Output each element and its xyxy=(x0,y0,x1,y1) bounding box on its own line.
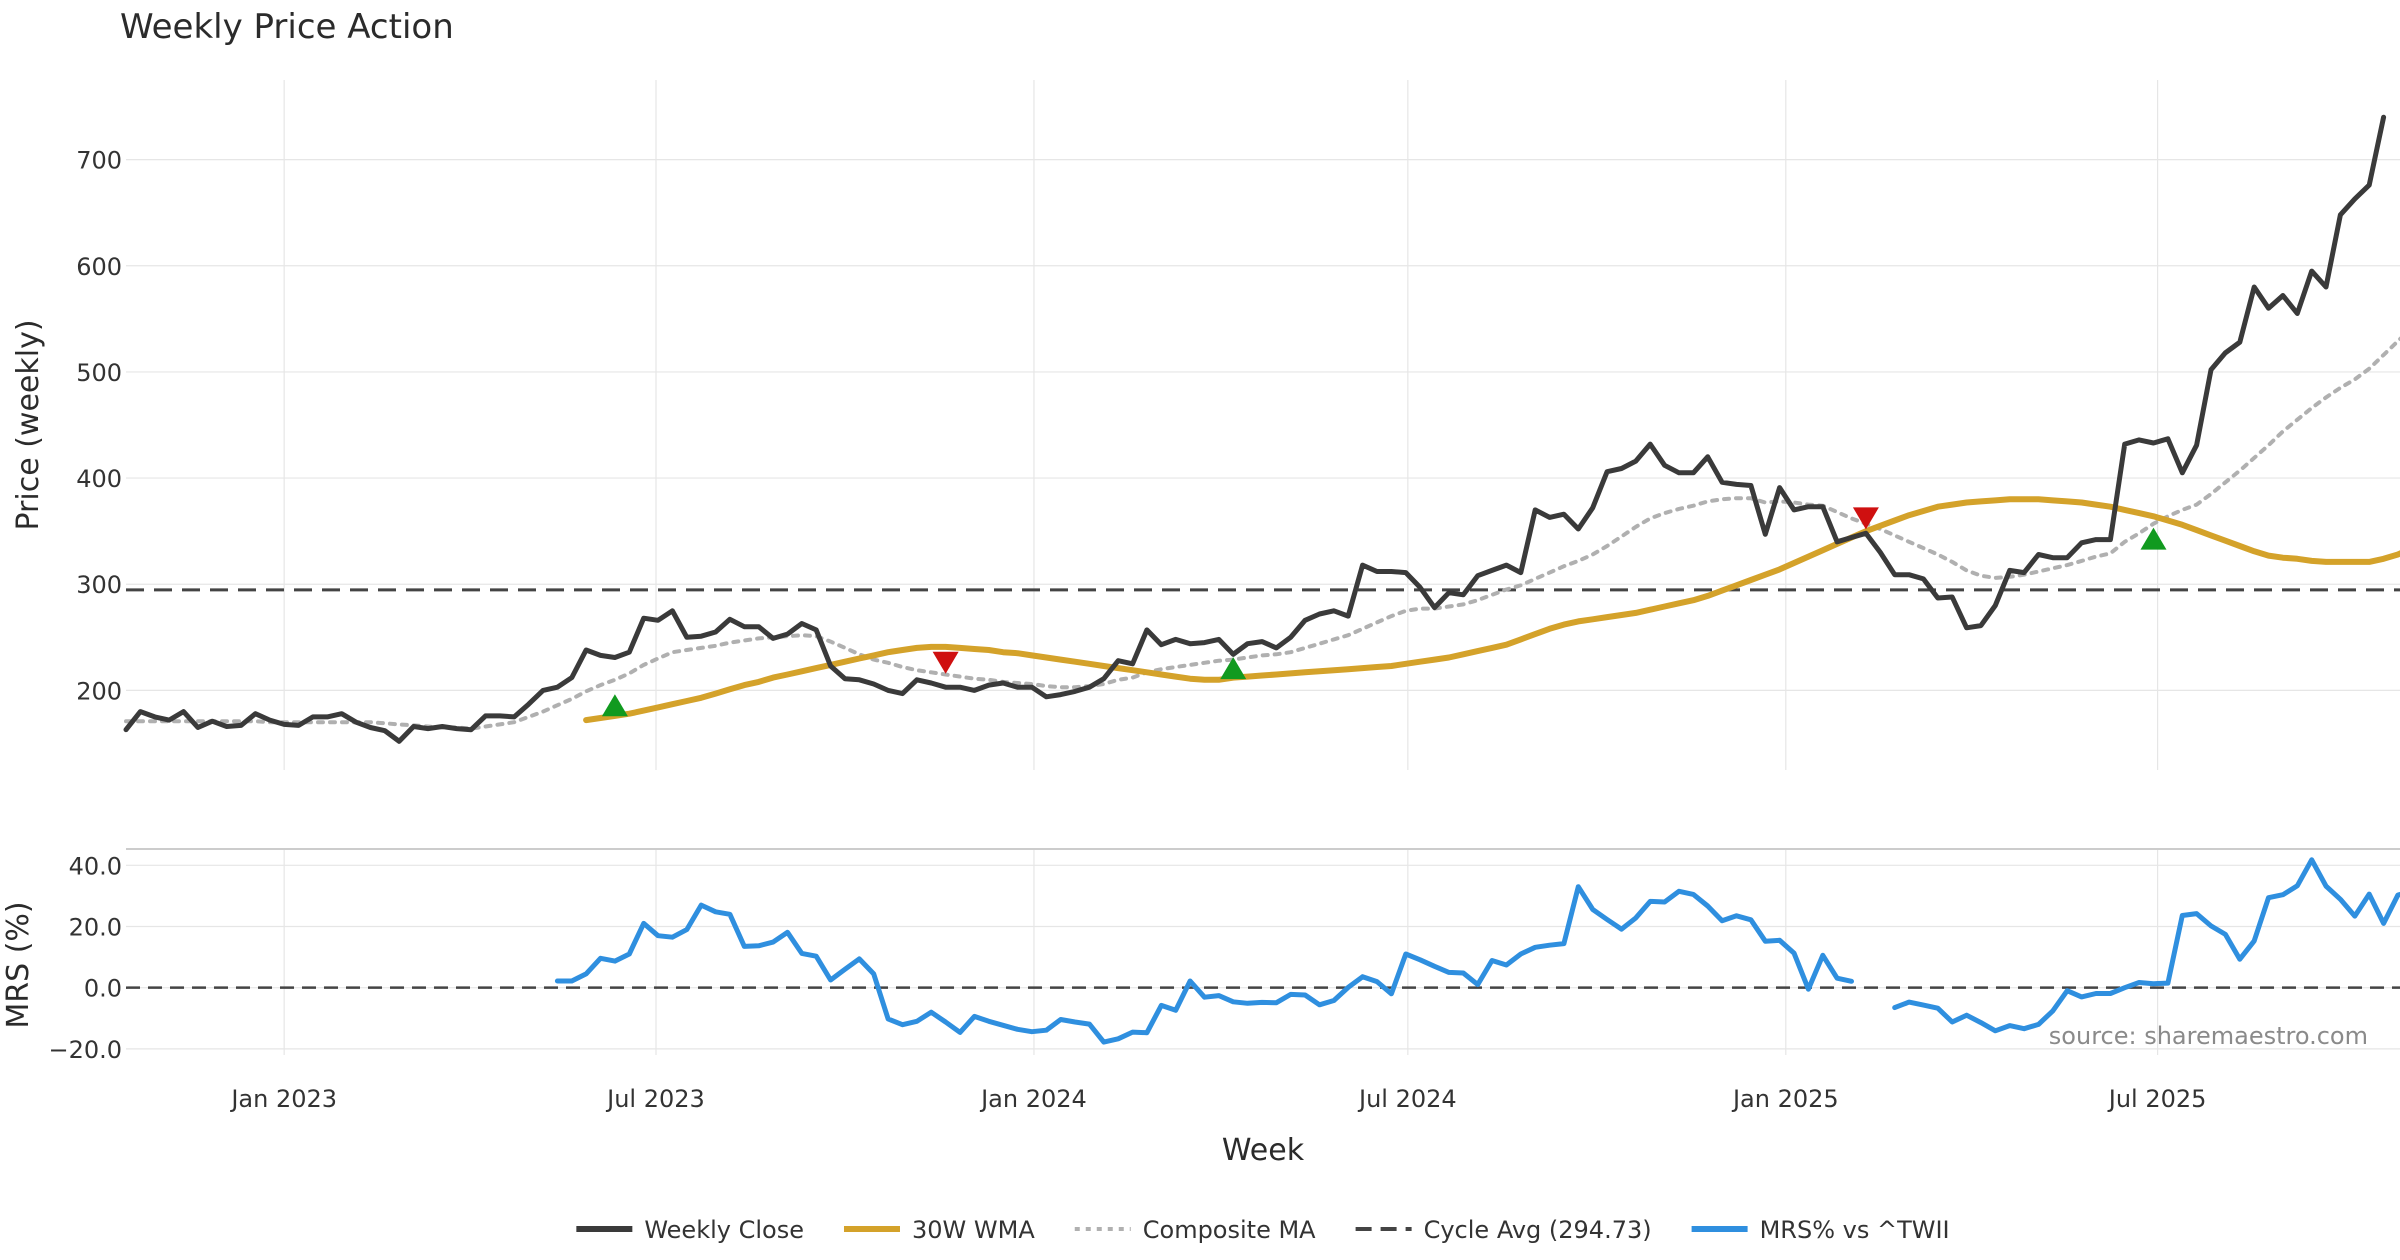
chart-title: Weekly Price Action xyxy=(120,7,454,47)
x-axis-title: Week xyxy=(1222,1133,1305,1168)
price-gridlines xyxy=(126,80,2400,770)
signal-markers xyxy=(601,507,2167,717)
x-tick-label: Jul 2025 xyxy=(2107,1085,2207,1113)
price-y-tick-label: 500 xyxy=(76,359,122,387)
x-ticks: Jan 2023 Jul 2023 Jan 2024 Jul 2024 Jan 2025… xyxy=(229,1085,2206,1113)
mrs-y-tick-label: 0.0 xyxy=(84,975,122,1003)
legend: Weekly Close 30W WMA Composite MA Cycle Avg… xyxy=(576,1216,1950,1244)
mrs-gridlines xyxy=(126,850,2400,1055)
buy-signal-marker xyxy=(1220,657,1247,680)
mrs-line-segment xyxy=(554,884,1854,1045)
price-y-tick-label: 200 xyxy=(76,677,122,705)
sell-signal-marker xyxy=(932,651,959,674)
mrs-series xyxy=(126,857,2400,1045)
mrs-y-tick-label: 40.0 xyxy=(69,852,122,880)
buy-signal-marker xyxy=(2140,527,2167,550)
price-y-tick-label: 300 xyxy=(76,571,122,599)
mrs-line-segment xyxy=(1892,857,2400,1034)
price-series xyxy=(123,114,2400,744)
price-y-tick-label: 600 xyxy=(76,253,122,281)
mrs-y-tick-label: −20.0 xyxy=(48,1036,122,1064)
sell-signal-marker xyxy=(1852,507,1879,530)
price-axis-title: Price (weekly) xyxy=(11,319,46,530)
price-y-tick-label: 700 xyxy=(76,147,122,175)
legend-label: Weekly Close xyxy=(644,1216,804,1244)
x-tick-label: Jul 2024 xyxy=(1357,1085,1457,1113)
x-tick-label: Jan 2025 xyxy=(1731,1085,1839,1113)
buy-signal-marker xyxy=(601,694,628,717)
wma-30w-line xyxy=(583,496,2400,724)
price-y-ticks: 200 300 400 500 600 700 xyxy=(76,147,122,706)
mrs-y-tick-label: 20.0 xyxy=(69,913,122,941)
source-note: source: sharemaestro.com xyxy=(2049,1022,2368,1050)
mrs-axis-title: MRS (%) xyxy=(1,901,36,1028)
composite-ma-line xyxy=(124,336,2400,731)
weekly-close-line xyxy=(123,114,2387,744)
x-tick-label: Jan 2023 xyxy=(229,1085,337,1113)
legend-label: Composite MA xyxy=(1143,1216,1316,1244)
legend-label: 30W WMA xyxy=(912,1216,1035,1244)
mrs-y-ticks: −20.0 0.0 20.0 40.0 xyxy=(48,852,122,1064)
x-tick-label: Jul 2023 xyxy=(605,1085,705,1113)
x-tick-label: Jan 2024 xyxy=(979,1085,1087,1113)
legend-label: MRS% vs ^TWII xyxy=(1760,1216,1950,1244)
price-y-tick-label: 400 xyxy=(76,465,122,493)
legend-label: Cycle Avg (294.73) xyxy=(1424,1216,1652,1244)
